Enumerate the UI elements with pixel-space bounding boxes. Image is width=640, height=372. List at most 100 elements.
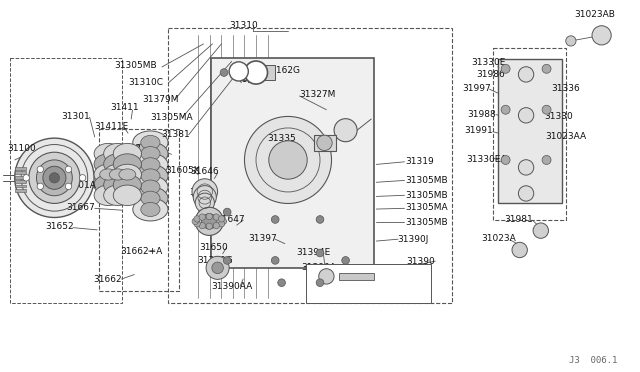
Ellipse shape xyxy=(113,143,141,164)
Text: 31335: 31335 xyxy=(268,134,296,143)
Text: 31397: 31397 xyxy=(248,234,277,243)
Text: 31305MA: 31305MA xyxy=(405,203,448,212)
Text: 31662+A: 31662+A xyxy=(120,247,163,256)
Text: 31330E: 31330E xyxy=(471,58,506,67)
Text: 31305MB: 31305MB xyxy=(405,191,448,200)
Ellipse shape xyxy=(141,180,160,194)
Circle shape xyxy=(43,166,66,189)
Bar xyxy=(211,58,374,268)
Bar xyxy=(493,48,566,220)
Text: 31411: 31411 xyxy=(110,103,139,112)
Circle shape xyxy=(49,173,60,183)
Circle shape xyxy=(592,26,611,45)
Text: 31330EA: 31330EA xyxy=(466,155,506,164)
Circle shape xyxy=(65,166,72,173)
Circle shape xyxy=(206,256,229,279)
Text: 31336: 31336 xyxy=(552,84,580,93)
Circle shape xyxy=(271,216,279,223)
Text: 31991: 31991 xyxy=(465,126,493,135)
Text: B: B xyxy=(235,67,243,76)
Text: 31390G: 31390G xyxy=(197,256,233,265)
Bar xyxy=(99,129,179,291)
Text: 31646: 31646 xyxy=(191,167,220,176)
Bar xyxy=(10,58,122,303)
Circle shape xyxy=(316,249,324,257)
Circle shape xyxy=(65,183,72,189)
Text: 31319: 31319 xyxy=(405,157,434,166)
Text: 31023A: 31023A xyxy=(481,234,516,243)
Circle shape xyxy=(501,64,510,73)
Circle shape xyxy=(199,222,205,229)
Ellipse shape xyxy=(113,174,141,195)
Text: 31330: 31330 xyxy=(544,112,573,121)
Circle shape xyxy=(518,108,534,123)
Ellipse shape xyxy=(104,164,132,185)
Ellipse shape xyxy=(133,198,168,221)
Circle shape xyxy=(212,262,223,273)
Circle shape xyxy=(23,174,29,181)
Text: 31605X: 31605X xyxy=(165,166,200,175)
Ellipse shape xyxy=(133,153,168,176)
Circle shape xyxy=(542,155,551,164)
Text: 31667: 31667 xyxy=(67,203,95,212)
Ellipse shape xyxy=(133,142,168,165)
Ellipse shape xyxy=(94,143,122,164)
Circle shape xyxy=(37,183,44,189)
Text: 31023AB: 31023AB xyxy=(574,10,615,19)
Ellipse shape xyxy=(113,164,141,185)
Text: 31305MB: 31305MB xyxy=(405,218,448,227)
Circle shape xyxy=(244,116,332,203)
Text: Ⓑ 08146-6162G: Ⓑ 08146-6162G xyxy=(230,65,300,74)
Text: 31647: 31647 xyxy=(216,215,245,224)
Ellipse shape xyxy=(113,185,141,205)
Text: 31100: 31100 xyxy=(8,144,36,153)
Circle shape xyxy=(542,105,551,114)
Circle shape xyxy=(269,141,307,179)
Text: 31390A: 31390A xyxy=(301,263,335,272)
Ellipse shape xyxy=(119,169,136,180)
Circle shape xyxy=(192,218,198,225)
Circle shape xyxy=(501,155,510,164)
Text: 31394E: 31394E xyxy=(296,248,331,257)
Circle shape xyxy=(79,174,86,181)
Ellipse shape xyxy=(94,174,122,195)
Ellipse shape xyxy=(141,147,160,161)
Circle shape xyxy=(192,179,218,204)
Circle shape xyxy=(206,223,212,230)
Circle shape xyxy=(501,105,510,114)
Text: 31327M: 31327M xyxy=(300,90,336,99)
Circle shape xyxy=(195,207,223,235)
Ellipse shape xyxy=(104,185,132,205)
Text: 31411E: 31411E xyxy=(95,122,129,131)
Ellipse shape xyxy=(104,143,132,164)
Ellipse shape xyxy=(94,185,122,205)
Text: 31310: 31310 xyxy=(229,21,258,30)
Circle shape xyxy=(195,193,214,212)
Circle shape xyxy=(193,186,216,209)
Ellipse shape xyxy=(133,164,168,187)
Text: 31390: 31390 xyxy=(406,257,435,266)
Circle shape xyxy=(229,62,248,81)
Circle shape xyxy=(512,242,527,258)
Circle shape xyxy=(36,160,72,196)
Circle shape xyxy=(199,214,205,220)
Ellipse shape xyxy=(94,164,122,185)
Bar xyxy=(15,176,26,179)
Text: 31305MB: 31305MB xyxy=(114,61,157,70)
Circle shape xyxy=(220,69,228,76)
Circle shape xyxy=(244,61,268,84)
Circle shape xyxy=(533,223,548,238)
Text: 31301: 31301 xyxy=(61,112,90,121)
Text: 31390AA: 31390AA xyxy=(211,282,252,291)
Circle shape xyxy=(223,208,231,216)
Text: J3  006.1: J3 006.1 xyxy=(569,356,618,365)
Text: 31379M: 31379M xyxy=(142,95,179,104)
Text: 31650: 31650 xyxy=(200,243,228,252)
Ellipse shape xyxy=(141,191,160,205)
Text: 31645: 31645 xyxy=(189,188,218,197)
Ellipse shape xyxy=(141,158,160,172)
Bar xyxy=(15,167,26,170)
Text: (1): (1) xyxy=(239,76,252,84)
Circle shape xyxy=(316,216,324,223)
Circle shape xyxy=(566,36,576,46)
